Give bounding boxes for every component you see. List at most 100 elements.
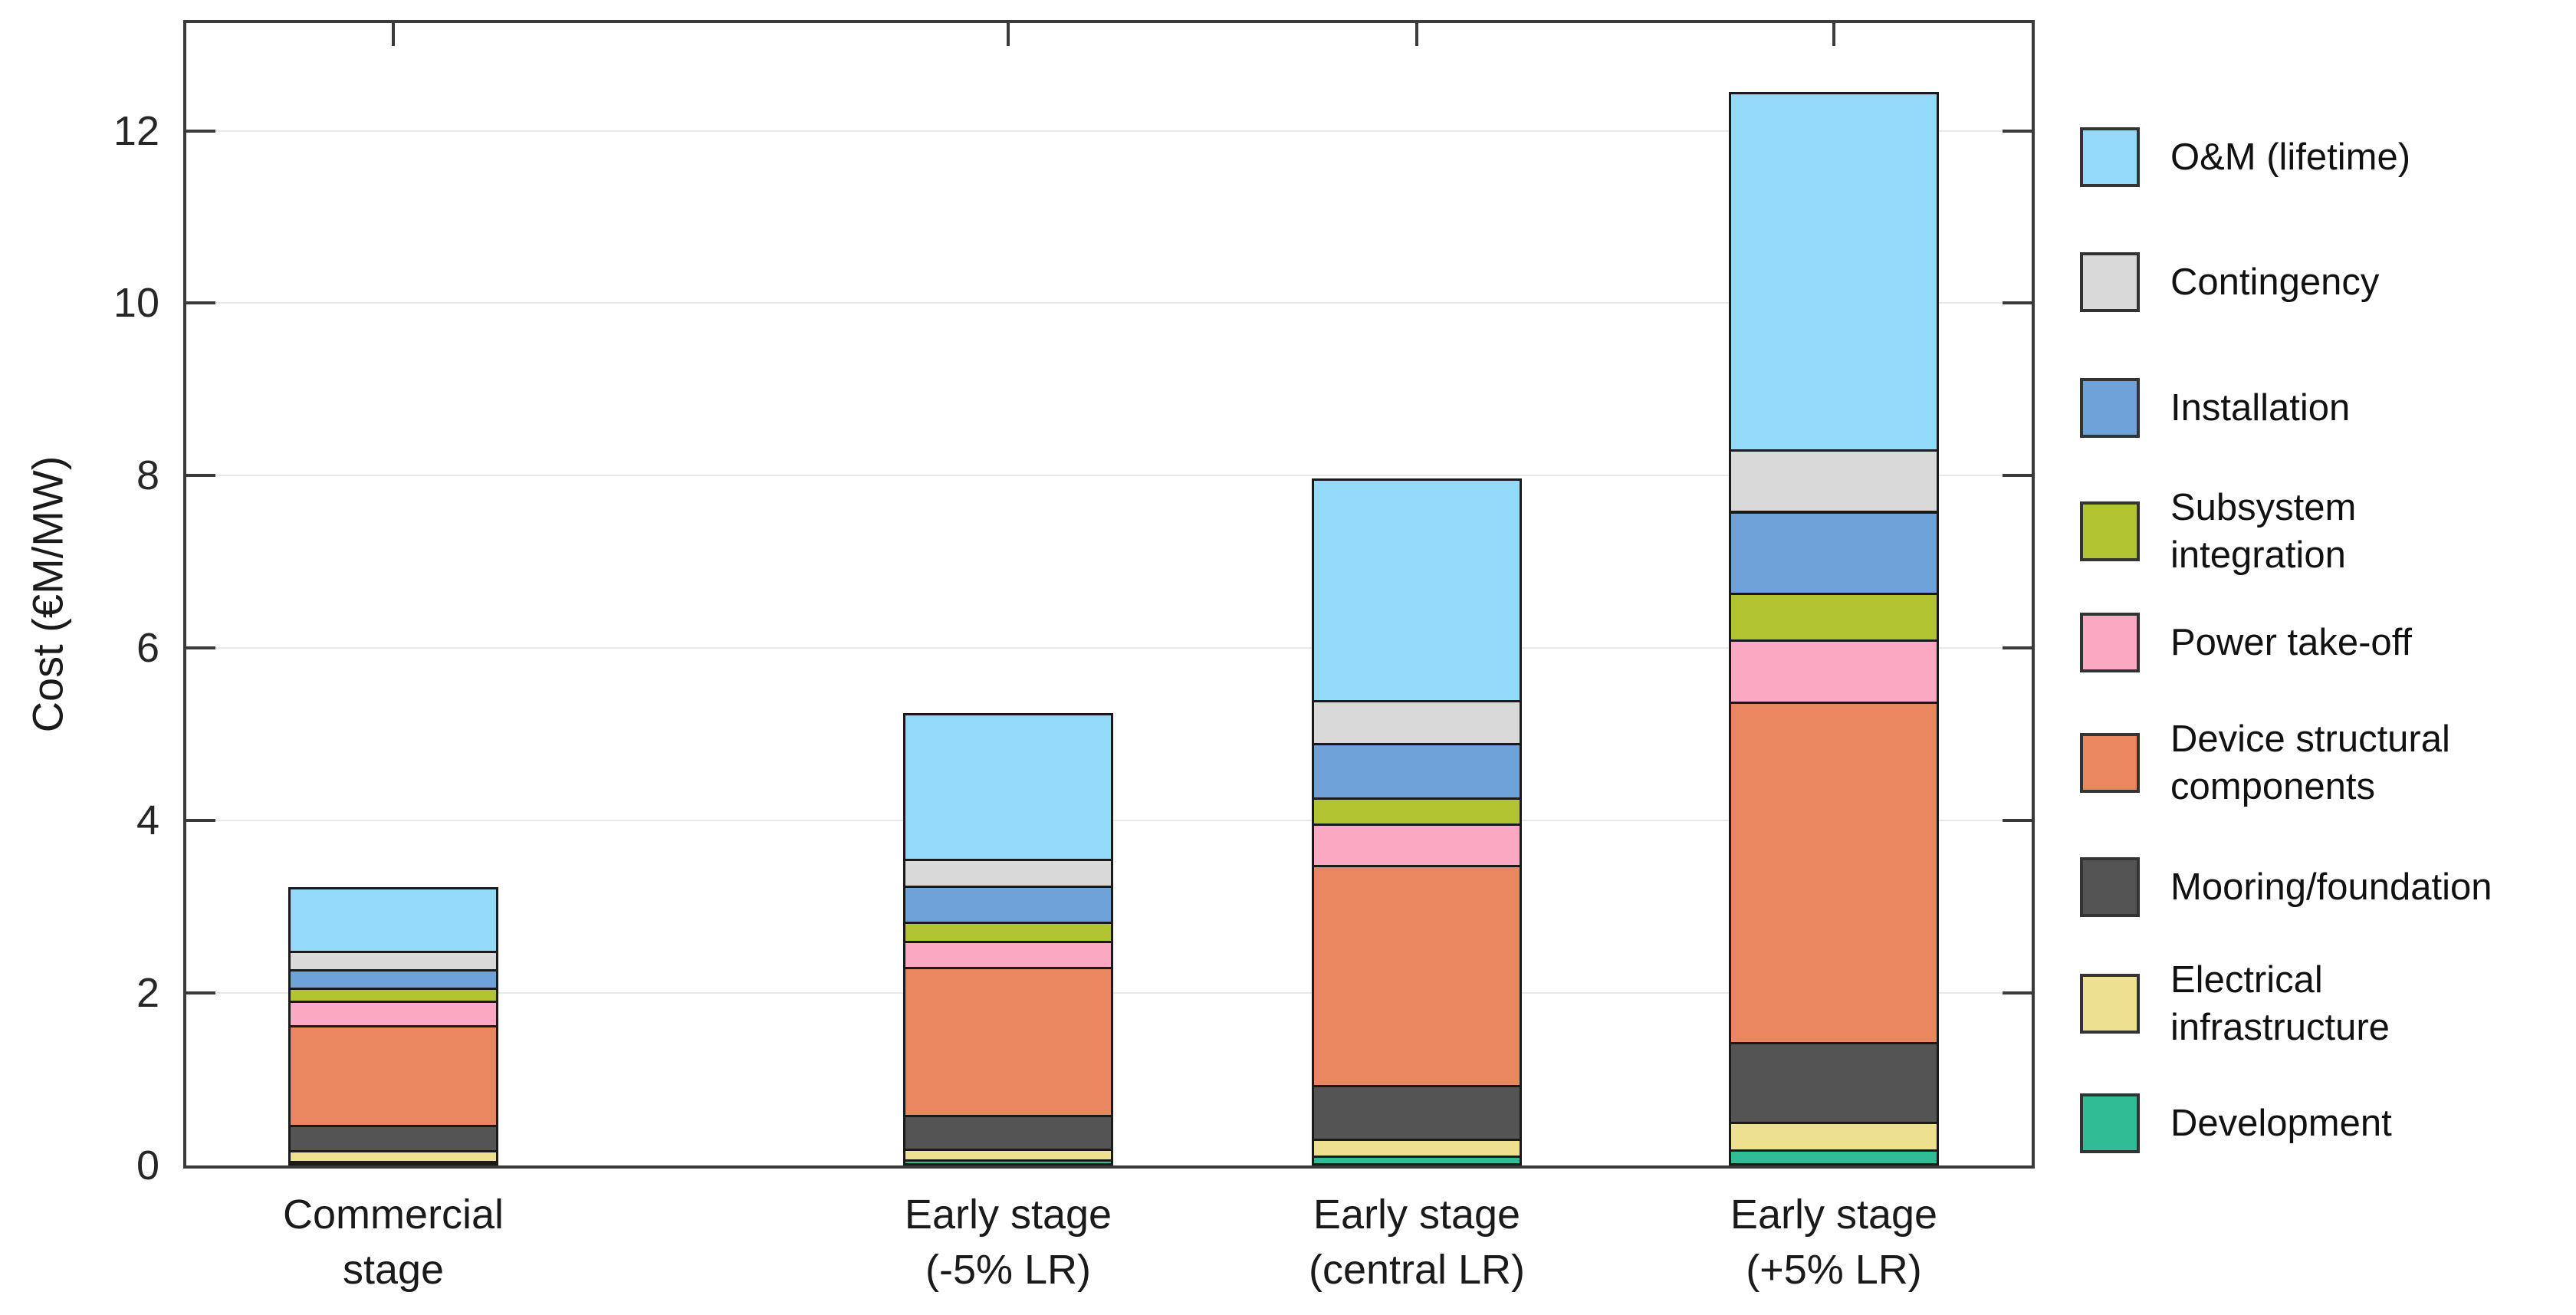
bar-segment-4-contingency: [1729, 449, 1939, 514]
bar-segment-1-power-take-off: [288, 1001, 498, 1027]
bar-segment-2-mooring-foundation: [903, 1114, 1113, 1151]
x-tick-mark-top-0: [392, 23, 395, 46]
y-tick-mark-left-4: [186, 819, 215, 823]
bar-segment-1-o-m-lifetime-: [288, 886, 498, 953]
bar-segment-4-mooring-foundation: [1729, 1042, 1939, 1124]
legend-label: Power take-off: [2170, 622, 2413, 663]
y-tick-mark-right-2: [2003, 991, 2032, 995]
legend-label: Electrical infrastructure: [2170, 959, 2390, 1048]
bar-segment-2-device-structural-components: [903, 967, 1113, 1117]
y-tick-mark-left-12: [186, 129, 215, 133]
legend-label: Installation: [2170, 387, 2351, 429]
y-tick-mark-left-6: [186, 646, 215, 650]
y-tick-label-0: 0: [136, 1142, 159, 1188]
legend-swatch-development: [2080, 1093, 2140, 1153]
bar-segment-4-installation: [1729, 511, 1939, 596]
x-category-label-line: (central LR): [1308, 1247, 1526, 1293]
x-category-label-line: Commercial: [282, 1192, 504, 1238]
gridline-y-6: [186, 647, 2032, 649]
y-tick-label-8: 8: [136, 452, 159, 499]
legend-item-power-take-off: Power take-off: [2080, 613, 2412, 672]
y-tick-mark-right-6: [2003, 646, 2032, 650]
bar-segment-4-subsystem-integration: [1729, 593, 1939, 643]
y-tick-mark-right-10: [2003, 301, 2032, 305]
x-tick-mark-top-3: [1832, 23, 1835, 46]
bar-segment-3-contingency: [1312, 699, 1522, 745]
legend-swatch-electrical-infrastructure: [2080, 974, 2140, 1034]
x-tick-mark-top-2: [1415, 23, 1418, 46]
legend-swatch-mooring-foundation: [2080, 857, 2140, 917]
legend-item-mooring-foundation: Mooring/foundation: [2080, 857, 2492, 917]
x-category-label-line: stage: [342, 1247, 445, 1293]
y-tick-mark-right-8: [2003, 474, 2032, 478]
bar-segment-2-power-take-off: [903, 940, 1113, 970]
bar-segment-4-electrical-infrastructure: [1729, 1121, 1939, 1152]
legend-item-installation: Installation: [2080, 378, 2350, 438]
bar-segment-3-subsystem-integration: [1312, 797, 1522, 826]
bar-segment-2-subsystem-integration: [903, 921, 1113, 943]
gridline-y-12: [186, 130, 2032, 132]
bar-segment-1-device-structural-components: [288, 1024, 498, 1128]
legend-swatch-installation: [2080, 378, 2140, 438]
bar-segment-3-device-structural-components: [1312, 864, 1522, 1088]
legend-label: Mooring/foundation: [2170, 866, 2492, 908]
y-tick-mark-left-2: [186, 991, 215, 995]
plot-area: [183, 20, 2035, 1169]
bar-segment-4-device-structural-components: [1729, 702, 1939, 1045]
x-category-label-line: (+5% LR): [1746, 1247, 1922, 1293]
y-tick-mark-right-12: [2003, 129, 2032, 133]
y-axis-title: Cost (€M/MW): [23, 455, 72, 733]
x-category-label-line: Early stage: [1313, 1192, 1521, 1238]
x-category-label-2: Early stage (-5% LR): [905, 1187, 1112, 1297]
legend-item-electrical-infrastructure: Electrical infrastructure: [2080, 956, 2390, 1051]
legend-item-development: Development: [2080, 1093, 2392, 1153]
bar-segment-3-o-m-lifetime-: [1312, 478, 1522, 702]
x-category-label-3: Early stage (central LR): [1309, 1187, 1525, 1297]
bar-segment-2-contingency: [903, 858, 1113, 888]
y-tick-mark-left-8: [186, 474, 215, 478]
legend: O&M (lifetime) Contingency Installation Sub…: [2080, 0, 2571, 1315]
bar-segment-2-o-m-lifetime-: [903, 712, 1113, 861]
bar-segment-2-installation: [903, 885, 1113, 924]
y-tick-label-4: 4: [136, 797, 159, 844]
bar-segment-1-mooring-foundation: [288, 1125, 498, 1152]
bar-segment-3-power-take-off: [1312, 823, 1522, 867]
bar-segment-3-installation: [1312, 742, 1522, 800]
legend-swatch-o-m-lifetime-: [2080, 127, 2140, 187]
x-category-label-line: Early stage: [1730, 1192, 1938, 1238]
y-tick-label-2: 2: [136, 970, 159, 1017]
legend-item-o-m-lifetime-: O&M (lifetime): [2080, 127, 2410, 187]
x-category-label-line: Early stage: [904, 1192, 1112, 1238]
bar-segment-4-power-take-off: [1729, 639, 1939, 705]
x-category-label-line: (-5% LR): [925, 1247, 1092, 1293]
legend-swatch-device-structural-components: [2080, 733, 2140, 793]
x-tick-mark-top-1: [1007, 23, 1010, 46]
bar-segment-1-contingency: [288, 951, 498, 971]
legend-swatch-subsystem-integration: [2080, 501, 2140, 561]
legend-swatch-contingency: [2080, 252, 2140, 312]
gridline-y-8: [186, 475, 2032, 477]
y-tick-mark-right-4: [2003, 819, 2032, 823]
legend-label: Subsystem integration: [2170, 487, 2357, 576]
legend-label: O&M (lifetime): [2170, 136, 2411, 178]
legend-label: Contingency: [2170, 261, 2380, 303]
bar-segment-3-mooring-foundation: [1312, 1085, 1522, 1142]
legend-item-device-structural-components: Device structural components: [2080, 715, 2450, 810]
x-category-label-1: Commercial stage: [283, 1187, 504, 1297]
bar-segment-4-o-m-lifetime-: [1729, 91, 1939, 452]
y-tick-label-10: 10: [113, 280, 159, 327]
legend-swatch-power-take-off: [2080, 613, 2140, 672]
y-tick-label-6: 6: [136, 625, 159, 672]
bar-segment-3-electrical-infrastructure: [1312, 1139, 1522, 1158]
y-tick-mark-left-10: [186, 301, 215, 305]
bar-segment-4-development: [1729, 1149, 1939, 1165]
legend-item-contingency: Contingency: [2080, 252, 2379, 312]
legend-item-subsystem-integration: Subsystem integration: [2080, 484, 2356, 579]
gridline-y-10: [186, 302, 2032, 304]
bar-segment-1-installation: [288, 968, 498, 991]
legend-label: Development: [2170, 1103, 2392, 1144]
legend-label: Device structural components: [2170, 718, 2450, 807]
x-category-label-4: Early stage (+5% LR): [1730, 1187, 1937, 1297]
y-tick-label-12: 12: [113, 107, 159, 154]
